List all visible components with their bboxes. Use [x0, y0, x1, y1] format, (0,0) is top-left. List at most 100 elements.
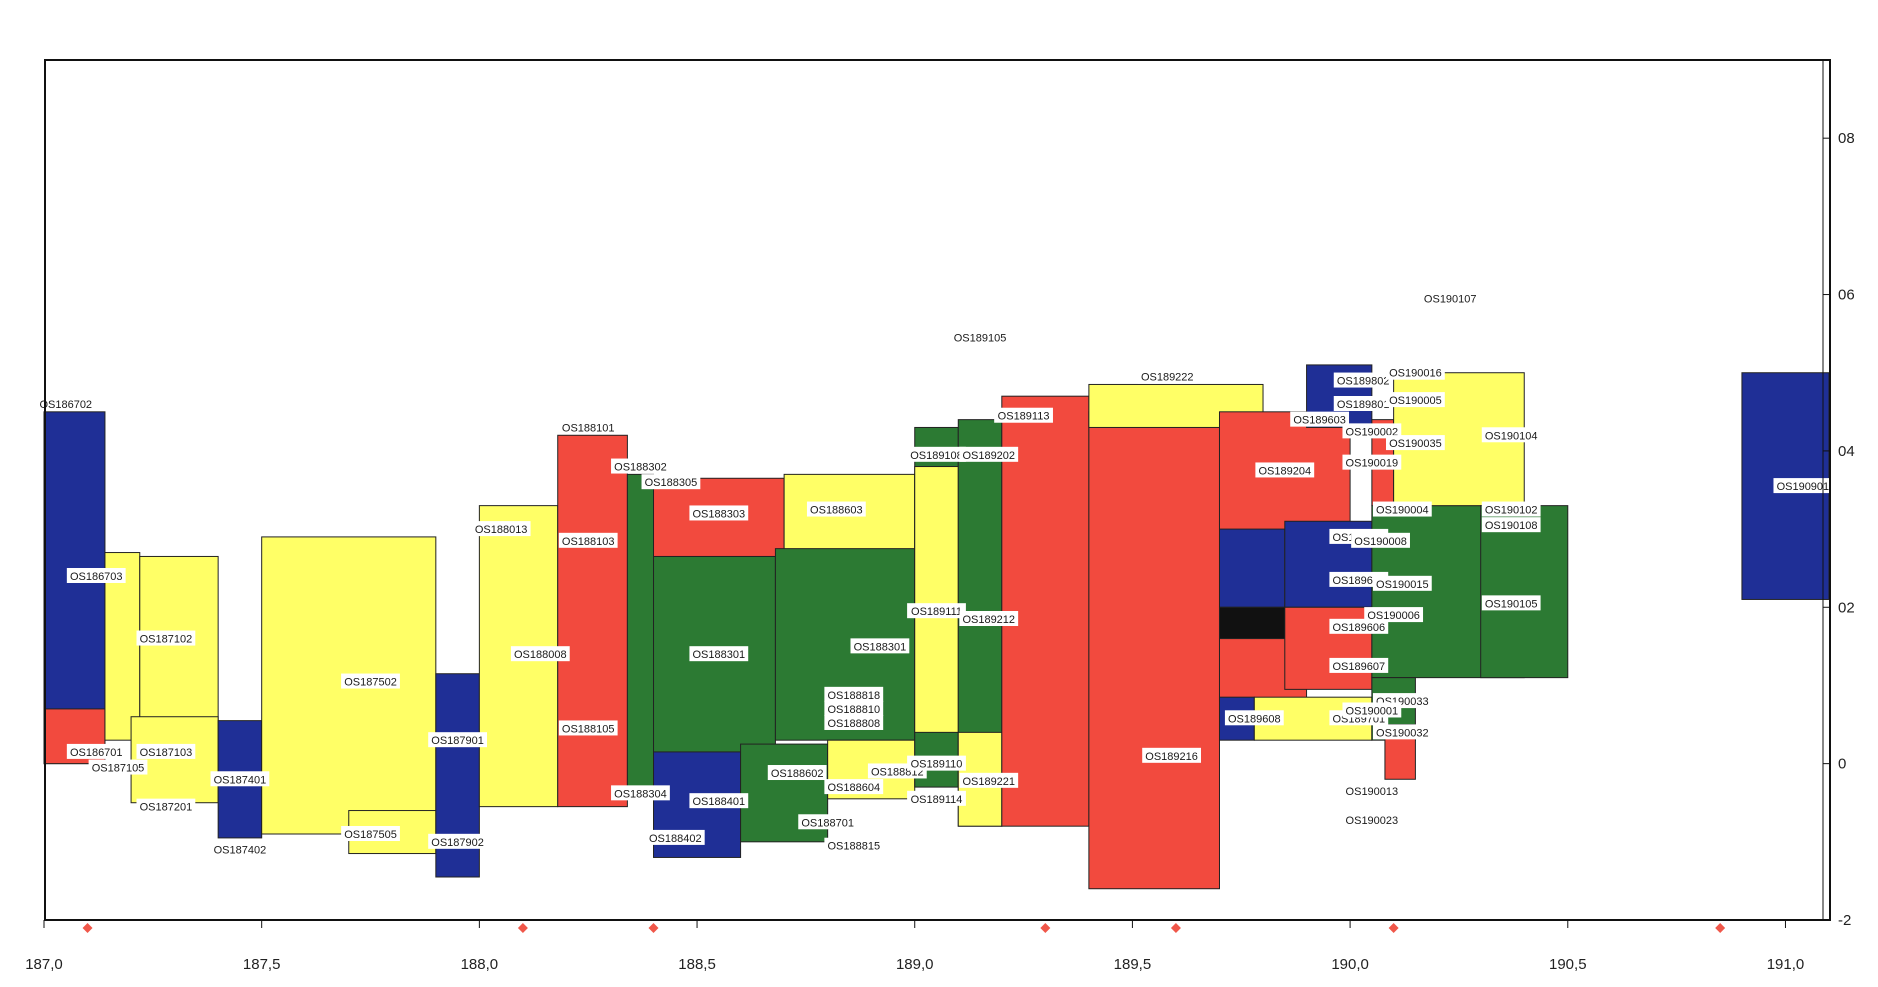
- label-text: OS190023: [1346, 815, 1399, 827]
- label-29: OS188808: [824, 714, 884, 730]
- label-26: OS188301: [850, 638, 910, 654]
- label-box: [1481, 517, 1541, 533]
- label-box: [611, 785, 670, 801]
- label-box: [1342, 811, 1402, 827]
- label-10: OS187505: [341, 826, 400, 841]
- label-22: OS188304: [611, 785, 670, 801]
- label-box: [1333, 396, 1393, 411]
- label-73: OS190108: [1481, 517, 1541, 533]
- label-box: [1137, 368, 1197, 384]
- axes-layer: 187,0 187,5 188,0 188,5 189,0 189,5 190,0 190,5…: [25, 59, 1855, 973]
- label-text: OS190002: [1346, 426, 1399, 438]
- label-44: OS189222: [1137, 368, 1197, 384]
- label-box: [824, 714, 884, 730]
- label-box: [850, 638, 910, 654]
- label-text: OS186703: [70, 571, 123, 583]
- label-box: [767, 765, 827, 781]
- label-box: [428, 732, 487, 748]
- label-box: [510, 646, 570, 662]
- label-text: OS190004: [1376, 505, 1429, 517]
- label-box: [1372, 575, 1432, 591]
- label-text: OS187401: [214, 774, 267, 786]
- x-tick-label: 187,0: [25, 956, 63, 973]
- label-box: [1364, 607, 1424, 623]
- label-43: OS189114: [907, 790, 966, 806]
- label-box: [1773, 478, 1833, 494]
- label-text: OS188808: [827, 718, 880, 730]
- label-13: OS188013: [471, 521, 531, 537]
- label-14: OS188008: [510, 646, 570, 662]
- label-text: OS186701: [70, 747, 123, 759]
- label-text: OS188301: [693, 649, 746, 661]
- data-block-0: [43, 411, 106, 765]
- x-tick-label: 187,5: [243, 956, 281, 973]
- label-text: OS189603: [1293, 415, 1346, 427]
- label-text: OS189221: [962, 776, 1015, 788]
- label-54: OS189802: [1333, 372, 1393, 388]
- label-20: OS188303: [689, 505, 749, 521]
- label-text: OS187103: [140, 747, 193, 759]
- data-block-39: [1480, 505, 1569, 679]
- label-box: [36, 396, 96, 411]
- label-51: OS189607: [1329, 657, 1389, 673]
- label-box: [136, 798, 196, 814]
- label-box: [824, 686, 884, 702]
- x-tick-label: 191,0: [1767, 956, 1805, 973]
- label-41: OS189110: [907, 755, 966, 771]
- data-block-20: [914, 466, 959, 733]
- y-tick-label: 04: [1838, 443, 1855, 460]
- label-text: OS189105: [954, 333, 1007, 345]
- label-text: OS188302: [614, 462, 667, 474]
- label-60: OS190019: [1342, 454, 1402, 470]
- label-38: OS189113: [994, 407, 1053, 423]
- label-box: [1386, 364, 1445, 380]
- labels-layer: OS186702 OS186703 OS186701 OS187105 OS187102…: [36, 290, 1833, 857]
- label-box: [66, 743, 126, 759]
- label-17: OS188105: [558, 720, 618, 736]
- data-block-10: [557, 434, 628, 808]
- label-40: OS189212: [959, 611, 1019, 626]
- label-text: OS187502: [344, 677, 397, 689]
- data-block-11: [626, 473, 655, 788]
- label-text: OS188402: [649, 833, 702, 845]
- label-9: OS187502: [341, 673, 400, 689]
- label-37: OS189202: [959, 446, 1019, 462]
- label-56: OS190016: [1386, 364, 1445, 380]
- label-box: [341, 673, 400, 689]
- label-text: OS187505: [344, 829, 397, 841]
- label-33: OS188701: [798, 814, 858, 830]
- label-text: OS188810: [827, 704, 880, 716]
- label-text: OS190901: [1777, 481, 1830, 493]
- label-0: OS186702: [36, 396, 96, 411]
- label-text: OS189114: [911, 794, 963, 806]
- label-box: [907, 446, 966, 462]
- label-box: [558, 720, 618, 736]
- label-text: OS189802: [1337, 376, 1390, 388]
- label-59: OS190035: [1386, 435, 1445, 451]
- label-box: [428, 833, 487, 849]
- label-box: [558, 419, 618, 435]
- data-block-24: [1088, 411, 1220, 890]
- label-text: OS188602: [771, 768, 824, 780]
- label-50: OS189606: [1329, 618, 1389, 634]
- label-text: OS190102: [1485, 505, 1538, 517]
- label-box: [1420, 290, 1480, 306]
- label-text: OS187902: [431, 837, 484, 849]
- label-text: OS190016: [1389, 368, 1442, 380]
- label-47: OS189603: [1290, 411, 1350, 427]
- label-text: OS190107: [1424, 293, 1477, 305]
- label-text: OS188301: [854, 641, 907, 653]
- label-35: OS189105: [950, 329, 1010, 345]
- label-75: OS190901: [1773, 478, 1833, 494]
- label-58: OS190002: [1342, 423, 1402, 439]
- label-box: [471, 521, 531, 537]
- label-12: OS187902: [428, 833, 487, 849]
- label-box: [907, 755, 966, 771]
- label-box: [1372, 724, 1432, 740]
- marker-diamond: [1040, 923, 1051, 933]
- label-text: OS188305: [645, 477, 698, 489]
- label-text: OS189608: [1228, 713, 1281, 725]
- label-text: OS187102: [140, 634, 193, 646]
- y-tick-label: -2: [1838, 912, 1851, 929]
